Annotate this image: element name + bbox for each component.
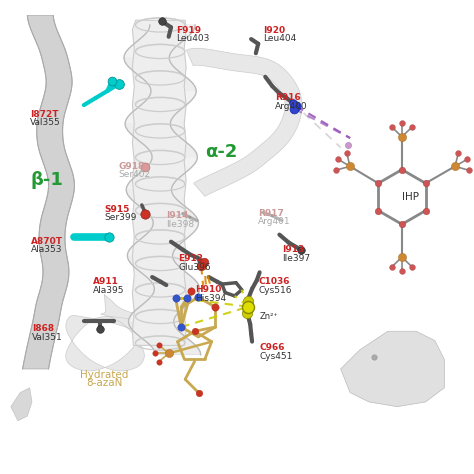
Point	[374, 207, 382, 214]
Point	[289, 99, 296, 107]
Text: Zn²⁺: Zn²⁺	[260, 312, 279, 321]
Text: IHP: IHP	[402, 192, 419, 202]
Text: I872T: I872T	[30, 110, 58, 119]
Text: β-1: β-1	[31, 171, 64, 189]
Text: I914: I914	[166, 211, 189, 220]
Point	[398, 267, 406, 275]
Text: Val355: Val355	[30, 118, 60, 127]
Polygon shape	[187, 48, 302, 196]
Point	[191, 328, 199, 335]
Polygon shape	[132, 20, 186, 346]
Point	[195, 390, 203, 397]
Text: H910: H910	[196, 285, 222, 294]
Point	[244, 297, 252, 304]
Point	[291, 105, 298, 113]
Text: Ala353: Ala353	[31, 246, 62, 255]
Text: A870T: A870T	[31, 237, 63, 246]
Text: Ile397: Ile397	[282, 254, 310, 263]
Text: Glu396: Glu396	[178, 263, 211, 272]
Point	[297, 246, 305, 254]
Text: Ala395: Ala395	[93, 285, 125, 294]
Point	[422, 180, 429, 187]
Text: Val351: Val351	[32, 333, 63, 342]
Text: A911: A911	[93, 277, 119, 286]
Text: Leu404: Leu404	[263, 35, 296, 44]
Point	[464, 155, 471, 163]
Point	[334, 155, 342, 163]
Text: E912: E912	[178, 255, 203, 264]
Point	[344, 141, 352, 149]
Point	[408, 263, 416, 271]
Point	[183, 294, 191, 302]
Text: G918: G918	[118, 162, 145, 171]
Polygon shape	[124, 25, 201, 355]
Text: Arg400: Arg400	[275, 102, 307, 111]
Text: I868: I868	[32, 324, 54, 333]
Point	[141, 210, 149, 218]
Point	[343, 149, 350, 156]
Point	[465, 166, 473, 174]
Point	[155, 341, 163, 349]
Point	[398, 119, 406, 127]
Point	[346, 163, 354, 170]
Text: I920: I920	[263, 26, 285, 35]
Text: Arg401: Arg401	[258, 217, 291, 226]
Point	[152, 350, 159, 357]
Point	[398, 253, 406, 261]
Point	[245, 303, 252, 310]
Point	[398, 166, 406, 173]
Text: I913: I913	[282, 246, 304, 255]
Point	[200, 258, 208, 265]
Polygon shape	[23, 16, 74, 369]
Point	[97, 325, 104, 333]
Point	[105, 233, 113, 241]
Point	[422, 207, 429, 214]
Point	[370, 354, 377, 361]
Point	[388, 263, 396, 271]
Polygon shape	[11, 388, 32, 421]
Text: Hydrated: Hydrated	[80, 370, 128, 380]
Point	[244, 310, 251, 317]
Point	[408, 123, 416, 131]
Point	[158, 18, 165, 25]
Point	[398, 133, 406, 141]
Text: R917: R917	[258, 209, 284, 218]
Text: Ser402: Ser402	[118, 170, 150, 179]
Text: Ile398: Ile398	[166, 219, 194, 228]
Point	[388, 123, 396, 131]
Text: Cys451: Cys451	[260, 352, 293, 361]
Polygon shape	[341, 331, 444, 407]
Point	[188, 287, 195, 295]
Point	[292, 102, 300, 110]
Point	[374, 180, 382, 187]
Point	[155, 358, 163, 365]
Point	[172, 294, 179, 302]
Text: 8-azaN: 8-azaN	[86, 378, 122, 388]
Text: Cys516: Cys516	[259, 285, 292, 294]
Point	[141, 164, 149, 171]
Text: C966: C966	[260, 343, 285, 352]
Point	[165, 350, 173, 357]
Text: R916: R916	[275, 93, 301, 102]
Text: S915: S915	[104, 205, 129, 214]
Text: F919: F919	[176, 26, 201, 35]
Point	[197, 263, 205, 270]
Point	[455, 149, 462, 156]
Text: His394: His394	[196, 293, 227, 302]
Point	[333, 166, 340, 174]
Text: Ser399: Ser399	[104, 213, 137, 222]
Text: α-2: α-2	[205, 143, 237, 161]
Point	[177, 323, 185, 331]
Point	[398, 220, 406, 228]
Point	[212, 303, 219, 311]
Polygon shape	[66, 294, 178, 371]
Point	[451, 163, 459, 170]
Text: Leu403: Leu403	[176, 35, 209, 44]
Point	[194, 293, 202, 301]
Point	[115, 80, 123, 88]
Point	[109, 77, 116, 84]
Text: C1036: C1036	[259, 277, 290, 286]
